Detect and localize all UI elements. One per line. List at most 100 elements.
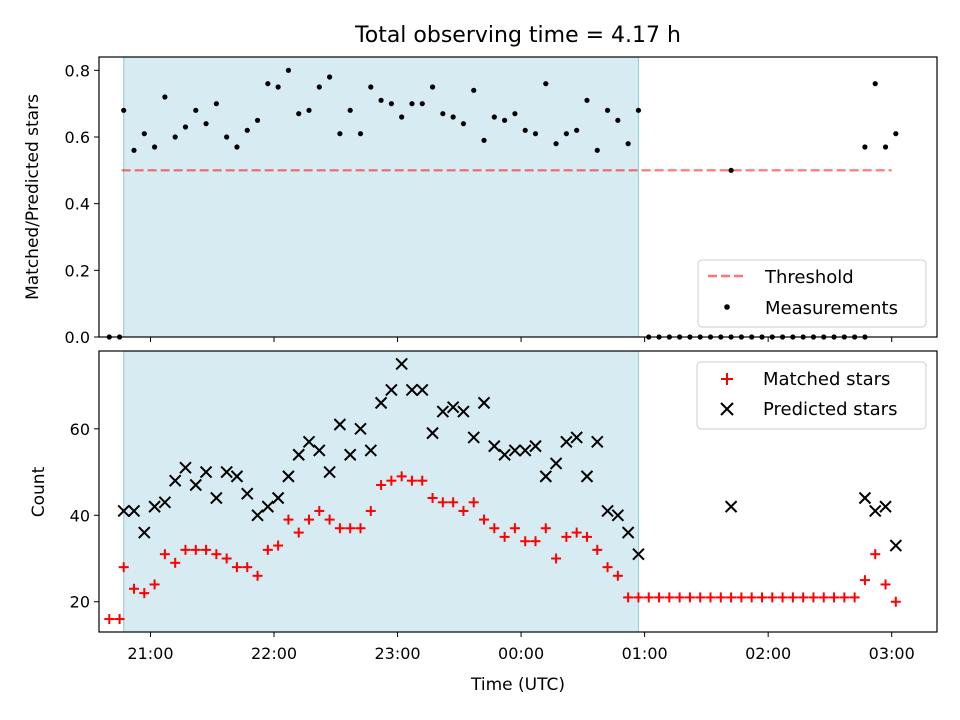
matched-star-point: [489, 523, 500, 534]
predicted-star-point: [488, 439, 501, 453]
measurement-point: [141, 131, 147, 137]
matched-star-point: [396, 471, 407, 482]
matched-star-point: [180, 544, 191, 555]
legend-predicted-swatch: [720, 402, 734, 416]
legend-measurements-swatch: [724, 304, 730, 310]
predicted-star-point: [385, 383, 398, 397]
predicted-star-point: [220, 465, 233, 479]
y-tick-label: 0.2: [65, 261, 90, 280]
predicted-star-point: [282, 470, 295, 483]
predicted-star-point: [724, 500, 738, 513]
matched-star-point: [808, 592, 819, 603]
legend-measurements-label: Measurements: [765, 298, 898, 319]
matched-star-point: [345, 523, 356, 534]
measurement-point: [254, 117, 261, 123]
measurement-point: [584, 97, 590, 103]
predicted-star-point: [148, 500, 161, 513]
predicted-star-point: [518, 444, 532, 457]
matched-star-point: [201, 544, 212, 555]
matched-star-point: [273, 540, 284, 551]
ratio-y-axis: 0.0 0.2 0.4 0.6 0.8: [65, 61, 99, 347]
matched-star-point: [674, 592, 685, 603]
measurement-point: [563, 131, 569, 137]
matched-star-point: [114, 614, 125, 625]
predicted-star-point: [889, 539, 903, 552]
predicted-star-point: [261, 500, 275, 513]
ratio-x-ticks: [149, 337, 893, 342]
predicted-star-point: [374, 396, 388, 410]
measurement-point: [296, 111, 302, 117]
predicted-star-point: [869, 504, 882, 518]
predicted-star-point: [241, 487, 254, 500]
predicted-star-point: [251, 509, 264, 522]
matched-star-point: [479, 514, 490, 525]
measurement-point: [604, 107, 611, 113]
count-y-axis: 20 40 60: [70, 420, 99, 612]
predicted-star-point: [858, 491, 872, 505]
measurement-point: [285, 67, 292, 73]
matched-star-point: [355, 523, 366, 534]
predicted-star-point: [549, 457, 563, 470]
measurement-point: [224, 134, 230, 140]
matched-star-point: [829, 592, 840, 603]
predicted-star-point: [354, 422, 367, 436]
matched-star-point: [221, 553, 232, 564]
predicted-star-point: [477, 396, 491, 410]
matched-star-point: [437, 497, 448, 508]
matched-star-point: [849, 592, 860, 603]
measurement-point: [419, 101, 425, 107]
matched-star-point: [427, 492, 438, 503]
predicted-star-point: [601, 504, 614, 518]
observing-window-band: [123, 56, 639, 338]
measurement-point: [728, 167, 734, 173]
matched-star-point: [242, 562, 253, 573]
matched-star-point: [520, 536, 531, 547]
ratio-plot-frame: [98, 56, 938, 338]
measurement-point: [491, 114, 497, 120]
matched-star-point: [592, 544, 603, 555]
measurement-point: [275, 84, 281, 90]
predicted-star-point: [560, 435, 573, 448]
matched-star-point: [818, 592, 829, 603]
matched-star-point: [448, 497, 459, 508]
ratio-legend: Threshold Measurements: [697, 259, 927, 328]
matched-star-point: [104, 614, 115, 625]
predicted-star-point: [117, 504, 130, 518]
count-y-label: Count: [29, 466, 49, 517]
predicted-star-point: [580, 470, 594, 483]
y-tick-label: 60: [70, 420, 90, 439]
matched-star-point: [839, 592, 850, 603]
matched-star-point: [376, 480, 387, 491]
count-plot-frame: [98, 350, 938, 633]
matched-star-point: [705, 592, 716, 603]
matched-star-point: [252, 570, 263, 581]
matched-star-point: [365, 505, 376, 516]
measurement-point: [553, 141, 559, 147]
matched-star-point: [654, 592, 665, 603]
matched-star-point: [314, 505, 325, 516]
matched-star-point: [118, 562, 129, 573]
measurement-point: [316, 84, 322, 90]
chart-title: Total observing time = 4.17 h: [354, 23, 681, 48]
matched-star-point: [417, 475, 428, 486]
matched-star-point: [468, 497, 479, 508]
matched-star-point: [870, 549, 881, 560]
predicted-star-point: [591, 435, 604, 448]
observing-window-band: [123, 350, 639, 633]
matched-star-point: [211, 549, 222, 560]
measurement-point: [172, 134, 178, 140]
predicted-star-point: [611, 509, 625, 522]
ratio-y-label: Matched/Predicted stars: [23, 94, 43, 300]
matched-star-point: [458, 505, 469, 516]
matched-star-point: [551, 553, 562, 564]
predicted-star-point: [529, 439, 542, 453]
matched-star-point: [736, 592, 747, 603]
matched-star-point: [139, 588, 150, 599]
measurement-point: [594, 147, 600, 153]
predicted-star-point: [199, 465, 213, 479]
predicted-star-point: [570, 431, 583, 444]
matched-star-point: [170, 557, 181, 568]
matched-star-point: [684, 592, 695, 603]
measurement-point: [574, 127, 580, 133]
